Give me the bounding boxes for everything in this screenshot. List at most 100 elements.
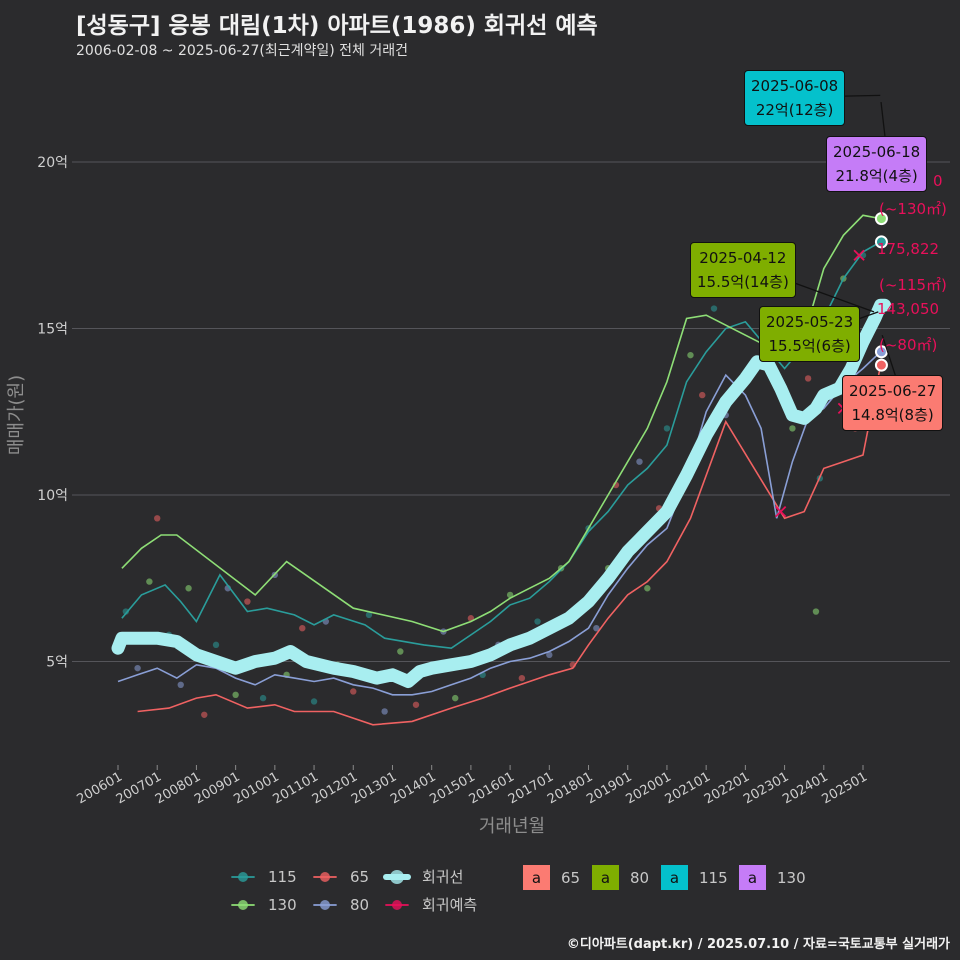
legend-label: 80 — [350, 896, 369, 914]
legend-point-swatch — [320, 872, 330, 882]
trade-point — [636, 458, 643, 465]
annotation-date: 2025-06-08 — [751, 77, 839, 95]
regression-line — [111, 298, 892, 688]
annotation-label: 2025-05-23 15.5억(6층) — [759, 306, 861, 362]
annotation-date: 2025-04-12 — [699, 249, 787, 267]
trade-point — [663, 425, 671, 432]
trade-point — [687, 351, 694, 359]
legend-label: 회귀예측 — [422, 896, 477, 914]
forecast-area-label: (~80㎡) — [879, 336, 938, 354]
annotation-date: 2025-06-18 — [833, 143, 921, 161]
legend-box-swatch — [661, 865, 688, 890]
annotation-date: 2025-06-27 — [849, 382, 937, 400]
x-axis-title: 거래년월 — [479, 816, 545, 837]
trade-point — [212, 641, 220, 649]
chart-subtitle: 2006-02-08 ~ 2025-06-27(최근계약일) 전체 거래건 — [76, 43, 408, 59]
series-line-80 — [117, 351, 882, 696]
trade-point — [134, 664, 141, 672]
annotation-date: 2025-05-23 — [766, 313, 854, 331]
forecast-value-label: 175,822 — [877, 240, 940, 258]
y-tick-label: 5억 — [46, 655, 68, 671]
trade-point — [644, 585, 651, 592]
forecast-value-label: 143,050 — [877, 300, 940, 318]
trade-point — [412, 701, 420, 708]
legend-label: 65 — [561, 869, 580, 887]
trade-point — [699, 391, 706, 399]
trade-point — [122, 608, 130, 615]
annotation-label: 2025-04-12 15.5억(14층) — [690, 242, 796, 298]
legend-box-letter: a — [748, 869, 757, 887]
trade-point — [710, 305, 718, 312]
legend-point-swatch — [390, 870, 404, 884]
trade-point — [812, 608, 820, 615]
annotation-label: 2025-06-27 14.8억(8층) — [842, 375, 944, 431]
annotation-label: 2025-06-08 22억(12층) — [744, 70, 846, 126]
legend-box-swatch — [523, 865, 550, 890]
annotation-price: 21.8억(4층) — [835, 167, 918, 185]
legend-layer: 115 65 회귀선 130 80 회귀예측 a 65 a 80 a 115 a 130 — [231, 865, 806, 914]
trade-point — [365, 611, 373, 619]
legend-label: 80 — [630, 869, 649, 887]
legend-box-letter: a — [532, 869, 541, 887]
chart-title: [성동구] 응봉 대림(1차) 아파트(1986) 회귀선 예측 — [76, 13, 598, 39]
end-point-130 — [874, 212, 888, 226]
trade-point — [381, 708, 388, 715]
trade-point — [593, 625, 600, 632]
legend-label: 회귀선 — [422, 868, 463, 886]
legend-point-swatch — [238, 872, 248, 882]
legend-label: 115 — [268, 868, 297, 886]
trade-point — [534, 618, 541, 625]
trade-point — [452, 694, 459, 702]
trade-point — [804, 375, 812, 382]
forecast-area-label: (~130㎡) — [879, 200, 947, 218]
series-line-65 — [137, 364, 882, 726]
legend-point-swatch — [238, 900, 248, 910]
y-tick-label: 15억 — [37, 322, 68, 338]
legend-box-letter: a — [670, 869, 679, 887]
trade-point — [397, 648, 404, 655]
trade-point — [244, 598, 251, 605]
series-line-115 — [121, 241, 881, 650]
trade-point — [201, 711, 208, 718]
trade-point — [789, 425, 796, 432]
annotation-price: 15.5억(6층) — [768, 337, 851, 355]
legend-point-swatch — [392, 900, 402, 910]
forecast-mark — [853, 249, 865, 261]
legend-box-swatch — [592, 865, 619, 890]
trade-point — [350, 688, 357, 695]
legend-label: 65 — [350, 868, 369, 886]
trade-point — [154, 515, 161, 522]
forecast-area-label: (~115㎡) — [879, 276, 947, 294]
y-tick-label: 10억 — [37, 488, 68, 504]
y-axis-title: 매매가(원) — [6, 375, 27, 455]
legend-label: 115 — [699, 869, 728, 887]
trade-point — [310, 698, 318, 705]
trade-point — [259, 694, 267, 702]
regression-layer — [111, 298, 892, 688]
annotation-price: 22억(12층) — [755, 101, 834, 119]
forecast-value-label: 0 — [933, 172, 943, 190]
y-tick-label: 20억 — [37, 155, 68, 171]
legend-box-swatch — [739, 865, 766, 890]
source-footer: ©디아파트(dapt.kr) / 2025.07.10 / 자료=국토교통부 실… — [566, 937, 950, 952]
trade-point — [146, 578, 153, 585]
annotation-price: 15.5억(14층) — [697, 273, 789, 291]
end-point-80 — [874, 345, 888, 359]
x-tick-label: 202501 — [820, 769, 870, 807]
trade-point — [185, 585, 192, 592]
end-point-115 — [874, 235, 888, 249]
annotation-price: 14.8억(8층) — [851, 406, 934, 424]
trade-point — [232, 691, 239, 698]
marks-layer — [775, 212, 888, 518]
forecast-mark — [775, 506, 787, 518]
trade-point — [299, 625, 306, 632]
trade-point — [177, 681, 184, 689]
trade-point — [518, 674, 526, 682]
annotation-label: 2025-06-18 21.8억(4층) — [826, 136, 928, 192]
legend-label: 130 — [777, 869, 806, 887]
legend-box-letter: a — [601, 869, 610, 887]
legend-point-swatch — [320, 900, 330, 910]
legend-label: 130 — [268, 896, 297, 914]
end-point-65 — [874, 358, 888, 372]
